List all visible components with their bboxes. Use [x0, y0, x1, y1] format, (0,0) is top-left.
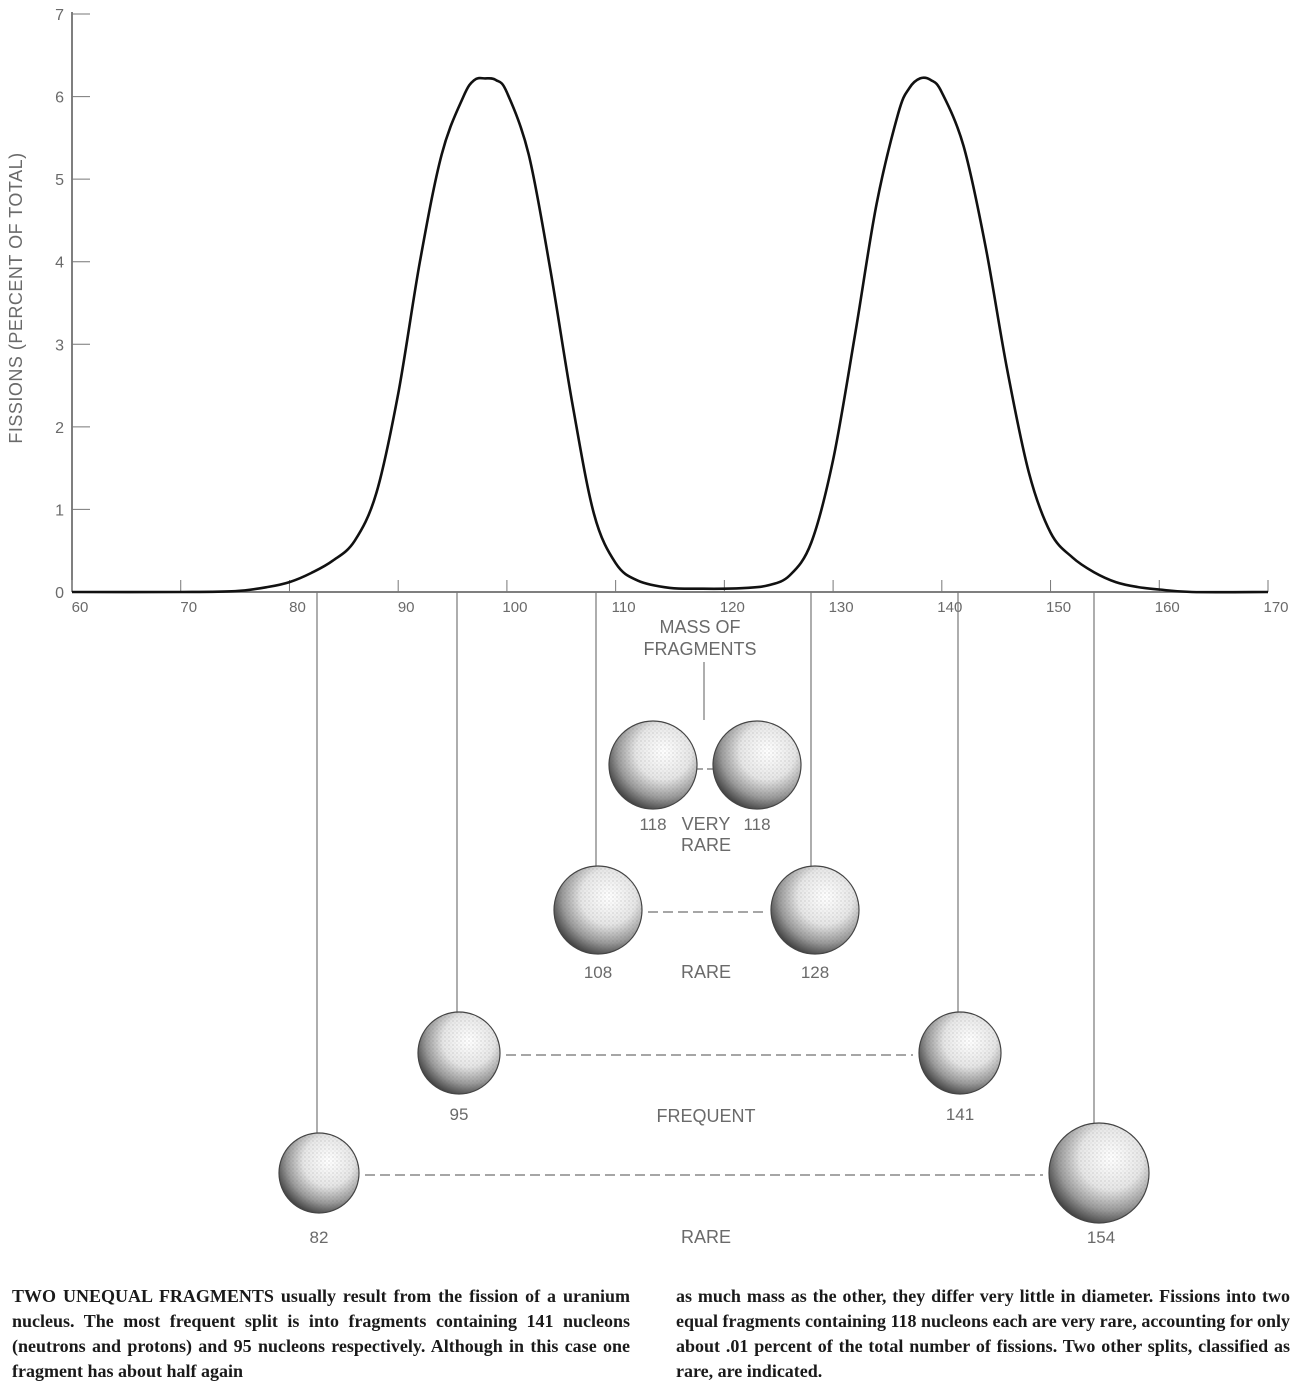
- split-label-line2: RARE: [681, 835, 731, 855]
- y-tick-label: 0: [55, 585, 64, 602]
- fragment-sphere-texture: [279, 1133, 359, 1213]
- fission-figure: 0 1 2 3 4 5 6 7 60 70 80 90 100 110 120 130 140 150 160 17…: [6, 7, 1289, 1247]
- chart-axes: 0 1 2 3 4 5 6 7 60 70 80 90 100 110 120 130 140 150 160 17…: [55, 7, 1288, 616]
- y-tick-label: 7: [55, 7, 64, 24]
- y-tick-label: 1: [55, 502, 64, 519]
- fragment-sphere-texture: [771, 866, 859, 954]
- y-tick-label: 5: [55, 172, 64, 189]
- split-label: RARE: [681, 962, 731, 982]
- split-label: RARE: [681, 1227, 731, 1247]
- split-connectors: [316, 592, 1095, 1176]
- x-tick-label: 150: [1046, 599, 1071, 616]
- y-tick-label: 6: [55, 90, 64, 107]
- caption-left: Two unequal fragments usually result fro…: [12, 1284, 630, 1384]
- x-tick-label: 60: [72, 599, 89, 616]
- x-tick-label: 110: [612, 599, 636, 616]
- x-tick-label: 100: [502, 599, 527, 616]
- caption-right-text: as much mass as the other, they differ v…: [676, 1286, 1290, 1381]
- fission-yield-curve: [71, 76, 1269, 594]
- fragment-sphere-texture: [1049, 1123, 1149, 1223]
- fragment-spheres: [278, 720, 1150, 1224]
- x-tick-label: 160: [1155, 599, 1180, 616]
- fragment-sphere-texture: [418, 1012, 500, 1094]
- fragment-sphere-texture: [919, 1012, 1001, 1094]
- y-ticks: 0 1 2 3 4 5 6 7: [55, 7, 90, 602]
- caption-lead: Two unequal fragments: [12, 1286, 274, 1306]
- caption-left-text: usually result from the fission of a ura…: [12, 1286, 631, 1381]
- y-tick-label: 3: [55, 337, 64, 354]
- split-left-mass: 108: [584, 963, 612, 982]
- y-tick-label: 4: [55, 255, 64, 272]
- y-tick-label: 2: [55, 420, 64, 437]
- x-tick-label: 70: [180, 599, 197, 616]
- x-axis-label-line2: FRAGMENTS: [643, 639, 756, 659]
- fragment-sphere-texture: [609, 721, 697, 809]
- y-axis-label: FISSIONS (PERCENT OF TOTAL): [6, 152, 26, 443]
- split-label-line1: VERY: [682, 814, 731, 834]
- x-tick-label: 170: [1263, 599, 1288, 616]
- x-tick-label: 120: [720, 599, 745, 616]
- caption-right: as much mass as the other, they differ v…: [676, 1284, 1290, 1384]
- split-right-mass: 118: [743, 815, 770, 834]
- split-right-mass: 141: [946, 1105, 974, 1124]
- split-left-mass: 118: [639, 815, 666, 834]
- x-tick-label: 130: [829, 599, 854, 616]
- x-tick-label: 80: [289, 599, 306, 616]
- fragment-sphere-texture: [713, 721, 801, 809]
- x-axis-label-line1: MASS OF: [659, 617, 740, 637]
- split-left-mass: 95: [450, 1105, 469, 1124]
- split-right-mass: 128: [801, 963, 829, 982]
- x-ticks: 60 70 80 90 100 110 120 130 140 150 160 170: [71, 580, 1289, 616]
- split-label: FREQUENT: [657, 1106, 756, 1126]
- split-left-mass: 82: [310, 1228, 329, 1247]
- x-tick-label: 140: [937, 599, 962, 616]
- split-right-mass: 154: [1087, 1228, 1115, 1247]
- fragment-sphere-texture: [554, 866, 642, 954]
- x-tick-label: 90: [398, 599, 415, 616]
